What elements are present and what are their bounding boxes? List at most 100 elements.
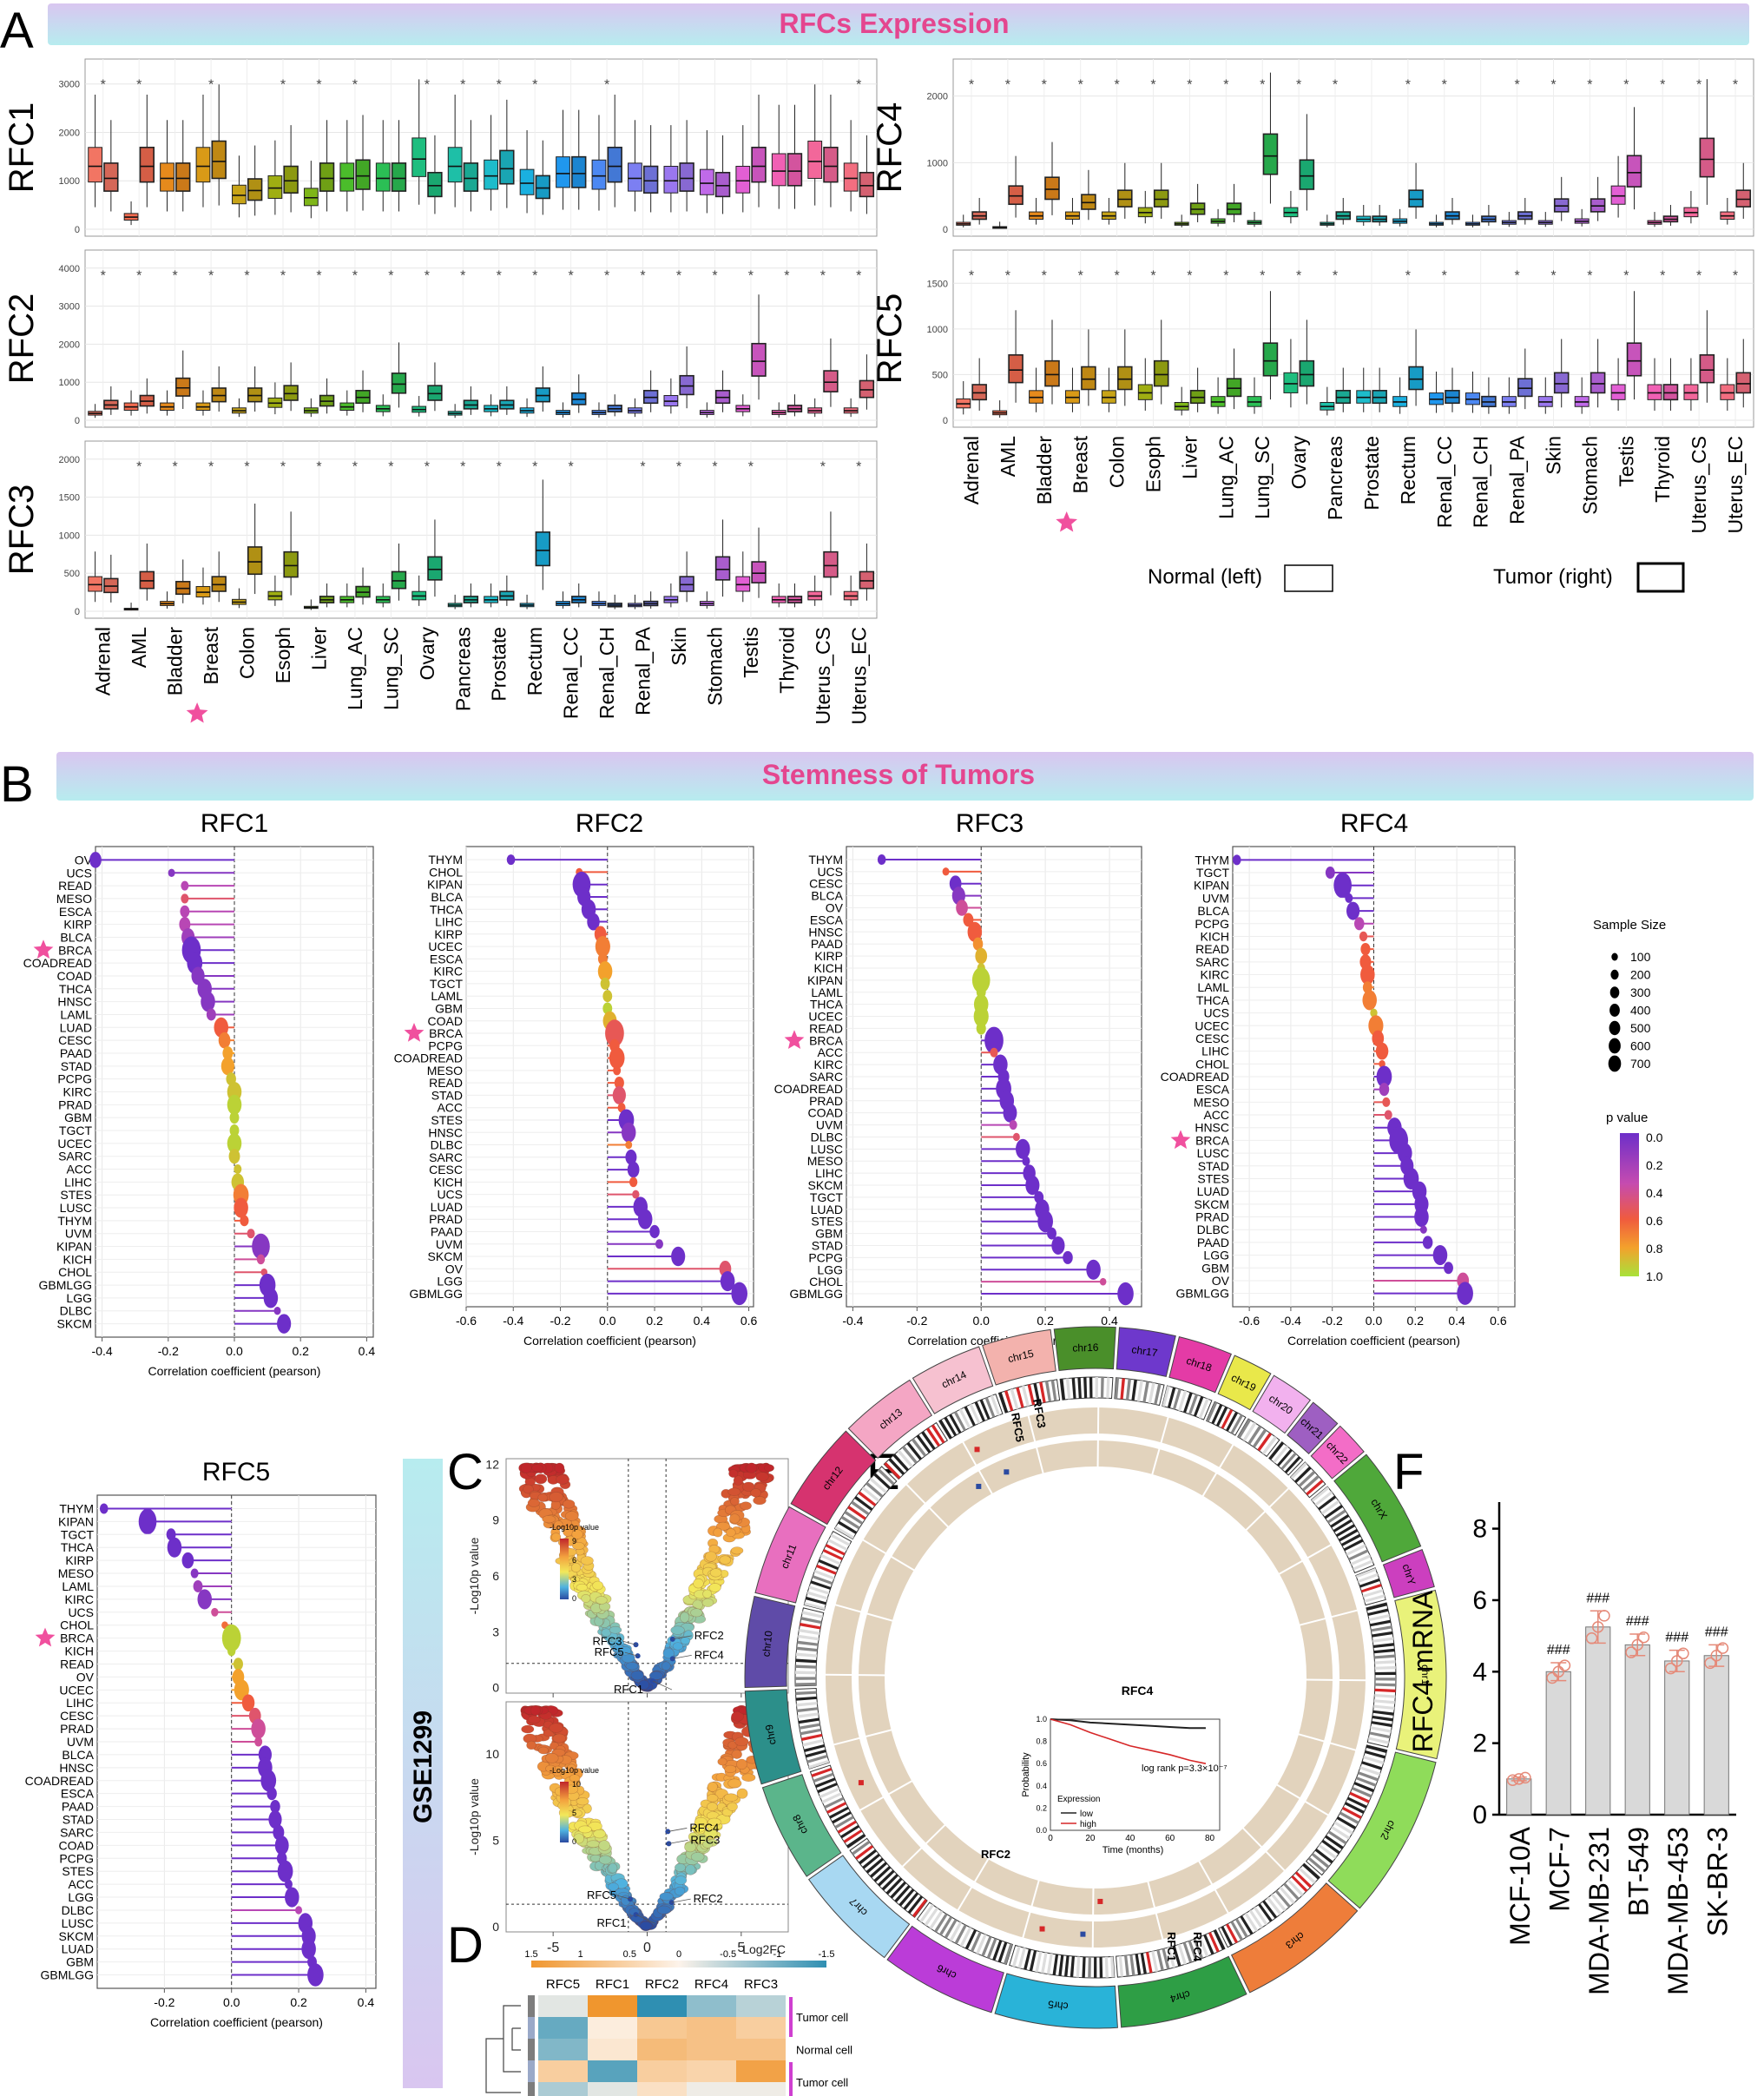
ideogram-band — [869, 1477, 887, 1493]
category-label-Renal_CC: Renal_CC — [560, 627, 583, 719]
significance-star: * — [604, 77, 609, 92]
ideogram-band — [1033, 1382, 1041, 1404]
volcano-point — [523, 1484, 534, 1494]
significance-star: * — [352, 77, 358, 92]
category-label-Lung_AC: Lung_AC — [1214, 436, 1237, 519]
box-tumor-Renal_CC — [571, 155, 587, 188]
heatmap-col-label-RFC1: RFC1 — [596, 1977, 629, 1992]
volcano-legend-label: 3 — [572, 1575, 576, 1584]
ideogram-band — [1367, 1737, 1390, 1744]
ideogram-band — [810, 1580, 832, 1590]
category-label-Lung_SC: Lung_SC — [379, 627, 402, 710]
volcano-point — [742, 1481, 755, 1492]
lollipop-point-LAML — [602, 990, 613, 1003]
lollipop-point-KIPAN — [971, 967, 991, 993]
ideogram-band — [1226, 1923, 1239, 1944]
significance-star: * — [208, 77, 214, 92]
lollipop-point-ESCA — [267, 1787, 277, 1801]
box-plot-area — [952, 58, 1754, 237]
ideogram-band — [944, 1919, 958, 1939]
box-tumor-Renal_PA — [1517, 378, 1533, 398]
cohort-label-OV: OV — [75, 853, 93, 867]
data-point — [1585, 1632, 1598, 1645]
volcano-point — [552, 1733, 567, 1743]
ideogram-band — [804, 1743, 826, 1752]
ideogram-band — [1135, 1954, 1142, 1975]
lollipop-point-KIRP — [181, 1552, 194, 1569]
category-label-Breast: Breast — [200, 626, 222, 684]
category-label-Prostate: Prostate — [1360, 436, 1383, 511]
significance-star: * — [1587, 268, 1592, 283]
cohort-label-PRAD: PRAD — [429, 1212, 463, 1226]
cohort-label-SARC: SARC — [58, 1150, 92, 1163]
cohort-label-CHOL: CHOL — [429, 865, 463, 879]
cohort-label-STAD: STAD — [61, 1059, 92, 1073]
chromosome-chr4 — [1117, 1955, 1247, 2028]
ideogram-band — [797, 1712, 819, 1718]
track-separator — [1274, 1783, 1330, 1816]
heatmap-cell — [637, 1995, 687, 2017]
category-label-Bladder: Bladder — [164, 627, 187, 696]
gene-label-RFC1: RFC1 — [614, 1683, 643, 1696]
ideogram-band — [1221, 1408, 1234, 1429]
ideogram-band — [795, 1652, 818, 1658]
cohort-label-THCA: THCA — [59, 982, 93, 996]
box-tumor-Uterus_CS — [823, 550, 839, 578]
volcano-point — [719, 1555, 732, 1565]
cohort-label-LAML: LAML — [62, 1579, 94, 1593]
ideogram-band — [1071, 1377, 1076, 1400]
data-point — [1671, 1655, 1683, 1667]
volcano-point — [593, 1829, 607, 1839]
ideogram-band — [1291, 1875, 1308, 1893]
panel-label-d: D — [447, 1917, 484, 1974]
track-separator — [1241, 1825, 1287, 1872]
gene-label-RFC3: RFC3 — [690, 1833, 720, 1846]
chromosome-chr1 — [1394, 1589, 1447, 1760]
ideogram-band — [1280, 1452, 1297, 1470]
km-xlabel: Time (months) — [1102, 1845, 1164, 1855]
lollipop-point-UCEC — [973, 1005, 989, 1027]
category-label-Thyroid: Thyroid — [1651, 436, 1674, 503]
box-tumor-Colon — [247, 178, 263, 201]
ideogram-chr6 — [916, 1902, 1014, 1966]
cohort-label-BLCA: BLCA — [431, 890, 463, 904]
x-tick-label: -0.4 — [842, 1314, 863, 1328]
significance-star: * — [1005, 77, 1010, 92]
ideogram-band — [861, 1486, 880, 1502]
y-tick-label: 0 — [943, 225, 948, 235]
cohort-label-MESO: MESO — [807, 1154, 843, 1168]
box-tumor-Lung_SC — [1262, 133, 1279, 175]
volcano-point — [740, 1501, 752, 1511]
heatmap-scale-label: -1 — [773, 1949, 781, 1960]
ideogram-band — [1136, 1380, 1143, 1402]
heatmap-col-label-RFC4: RFC4 — [694, 1977, 728, 1992]
banner-b-text: Stemness of Tumors — [762, 759, 1035, 790]
lollipop-point-UCS — [211, 1607, 219, 1617]
ideogram-band — [1230, 1414, 1243, 1434]
chromosome-label-chr4: chr4 — [1168, 1988, 1191, 2006]
bar-SK-BR-3 — [1703, 1655, 1729, 1816]
box-tumor-Bladder — [175, 162, 191, 192]
ideogram-band — [981, 1935, 992, 1957]
category-label-Liver: Liver — [307, 627, 330, 670]
volcano-point — [702, 1840, 714, 1849]
cohort-label-OV: OV — [1212, 1274, 1230, 1288]
significance-star: * — [460, 268, 465, 283]
ideogram-band — [1140, 1953, 1147, 1974]
cohort-label-KIRP: KIRP — [434, 927, 463, 941]
chromosome-chr13 — [847, 1379, 932, 1460]
volcano-point — [534, 1473, 548, 1485]
ideogram-band — [1237, 1419, 1252, 1439]
lollipop-point-PCPG — [1354, 917, 1365, 931]
data-point — [1513, 1773, 1525, 1785]
lollipop-point-DLBC — [1419, 1225, 1427, 1234]
cohort-label-PRAD: PRAD — [809, 1094, 843, 1108]
lollipop-point-PAAD — [649, 1224, 660, 1239]
cohort-label-KIRC: KIRC — [63, 1085, 92, 1099]
track-separator — [1146, 1879, 1164, 1941]
y-tick-label: 0 — [75, 607, 80, 617]
size-legend-label: 200 — [1630, 968, 1651, 982]
data-point — [1710, 1650, 1722, 1662]
cohort-label-STAD: STAD — [63, 1813, 94, 1827]
